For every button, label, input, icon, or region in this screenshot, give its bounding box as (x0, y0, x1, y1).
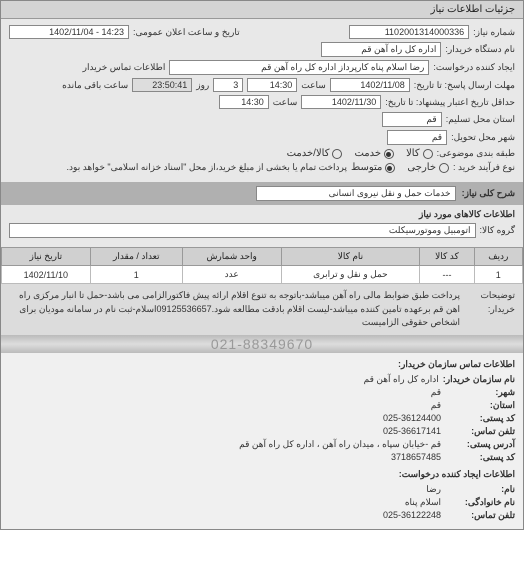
radio-kala-khadamat-label: کالا/خدمت (287, 148, 330, 159)
time-label-2: ساعت (273, 97, 298, 108)
time-label-1: ساعت (301, 80, 326, 91)
buyer-desc-label: توضیحات خریدار: (460, 289, 515, 330)
validity-label: حداقل تاریخ اعتبار پیشنهاد: تا تاریخ: (385, 97, 515, 108)
contact1-province-label: استان: (445, 400, 515, 411)
deadline-time: 14:30 (247, 78, 297, 92)
goods-group-value: اتومبیل وموتورسیکلت (9, 223, 476, 238)
contact2-phone: 025-36122248 (383, 510, 441, 521)
radio-kala[interactable]: کالا (406, 148, 433, 159)
remaining-time: 23:50:41 (132, 78, 192, 92)
contact1-postal2-label: کد پستی: (445, 452, 515, 463)
province-label: استان محل تسلیم: (446, 114, 515, 125)
contact1-org-label: نام سازمان خریدار: (443, 374, 515, 385)
radio-khadamat-label: خدمت (354, 148, 381, 159)
goods-table: ردیف کد کالا نام کالا واحد شمارش تعداد /… (1, 247, 523, 284)
radio-kharji[interactable]: خارجی (407, 162, 449, 173)
creator-label: ایجاد کننده درخواست: (433, 62, 515, 73)
contact1-city-label: شهر: (445, 387, 515, 398)
td-date: 1402/11/10 (2, 266, 91, 284)
day-count: 3 (213, 78, 243, 92)
contact2-name-label: نام: (445, 484, 515, 495)
contact1-postal2: 3718657485 (391, 452, 441, 463)
need-desc-value: خدمات حمل و نقل نیروی انسانی (256, 186, 456, 201)
contact2-phone-label: تلفن تماس: (445, 510, 515, 521)
th-date: تاریخ نیاز (2, 248, 91, 266)
buyer-desc-box: توضیحات خریدار: پرداخت طبق ضوابط مالی را… (1, 284, 523, 335)
process-label: نوع فرآیند خرید : (453, 162, 515, 173)
td-code: --- (420, 266, 474, 284)
th-code: کد کالا (420, 248, 474, 266)
td-qty: 1 (90, 266, 182, 284)
contact1-postal-label: کد پستی: (445, 413, 515, 424)
contact1-title: اطلاعات تماس سازمان خریدار: (9, 359, 515, 370)
creator: رضا اسلام پناه کارپرداز اداره کل راه آهن… (169, 60, 429, 75)
radio-khadamat[interactable]: خدمت (354, 148, 394, 159)
goods-info-title: اطلاعات کالاهای مورد نیاز (419, 209, 515, 220)
radio-kala-label: کالا (406, 148, 420, 159)
section-header: جزئیات اطلاعات نیاز (1, 1, 523, 19)
contact1-province: قم (431, 400, 441, 411)
radio-circle-icon (332, 149, 342, 159)
contact-section-1: اطلاعات تماس سازمان خریدار: نام سازمان خ… (1, 353, 523, 529)
validity-time: 14:30 (219, 95, 269, 109)
radio-motavasset[interactable]: متوسط (351, 162, 395, 173)
process-note: پرداخت تمام یا بخشی از مبلغ خرید،از محل … (67, 162, 347, 173)
contact2-family-label: نام خانوادگی: (445, 497, 515, 508)
contact1-phone: 025-36617141 (383, 426, 441, 437)
th-unit: واحد شمارش (182, 248, 281, 266)
buyer-desc-text: پرداخت طبق ضوابط مالی راه آهن میباشد-بات… (9, 289, 460, 330)
deadline-label: مهلت ارسال پاسخ: تا تاریخ: (414, 80, 515, 91)
contact2-name: رضا (426, 484, 441, 495)
contact1-city: قم (431, 387, 441, 398)
day-label: روز (196, 80, 209, 91)
category-radio-group: کالا خدمت کالا/خدمت (287, 148, 433, 159)
radio-circle-icon (423, 149, 433, 159)
radio-circle-checked-icon (385, 163, 395, 173)
request-number: 1102001314000336 (349, 25, 469, 39)
buyer-org-label: نام دستگاه خریدار: (445, 44, 515, 55)
td-row: 1 (474, 266, 522, 284)
th-row: ردیف (474, 248, 522, 266)
radio-motavasset-label: متوسط (351, 162, 382, 173)
goods-group-label: گروه کالا: (480, 225, 515, 236)
category-label: طبقه بندی موضوعی: (437, 148, 515, 159)
city-label: شهر محل تحویل: (451, 132, 515, 143)
contact1-address: قم -خیابان سپاه ، میدان راه آهن ، اداره … (239, 439, 441, 450)
radio-circle-icon (439, 163, 449, 173)
th-qty: تعداد / مقدار (90, 248, 182, 266)
divider-watermark (1, 335, 523, 353)
th-name: نام کالا (281, 248, 420, 266)
radio-kala-khadamat[interactable]: کالا/خدمت (287, 148, 343, 159)
city: قم (387, 130, 447, 145)
need-desc-row: شرح کلی نیاز: خدمات حمل و نقل نیروی انسا… (1, 182, 523, 205)
province: قم (382, 112, 442, 127)
announce-date-label: تاریخ و ساعت اعلان عمومی: (133, 27, 240, 38)
deadline-date: 1402/11/08 (330, 78, 410, 92)
contact2-title: اطلاعات ایجاد کننده درخواست: (9, 469, 515, 480)
radio-kharji-label: خارجی (407, 162, 436, 173)
table-row: 1 --- حمل و نقل و ترابری عدد 1 1402/11/1… (2, 266, 523, 284)
radio-circle-checked-icon (384, 149, 394, 159)
validity-date: 1402/11/30 (301, 95, 381, 109)
td-name: حمل و نقل و ترابری (281, 266, 420, 284)
contact1-phone-label: تلفن تماس: (445, 426, 515, 437)
request-number-label: شماره نیاز: (473, 27, 515, 38)
buyer-org: اداره کل راه آهن قم (321, 42, 441, 57)
contact1-postal: 025-36124400 (383, 413, 441, 424)
contact-buyer-label: اطلاعات تماس خریدار (83, 62, 166, 73)
remaining-label: ساعت باقی مانده (62, 80, 128, 91)
need-desc-label: شرح کلی نیاز: (462, 188, 515, 199)
contact2-family: اسلام پناه (405, 497, 441, 508)
td-unit: عدد (182, 266, 281, 284)
form-area: شماره نیاز: 1102001314000336 تاریخ و ساع… (1, 19, 523, 182)
announce-date: 14:23 - 1402/11/04 (9, 25, 129, 39)
process-radio-group: خارجی متوسط (351, 162, 449, 173)
contact1-address-label: آدرس پستی: (445, 439, 515, 450)
contact1-org: اداره کل راه آهن قم (364, 374, 439, 385)
